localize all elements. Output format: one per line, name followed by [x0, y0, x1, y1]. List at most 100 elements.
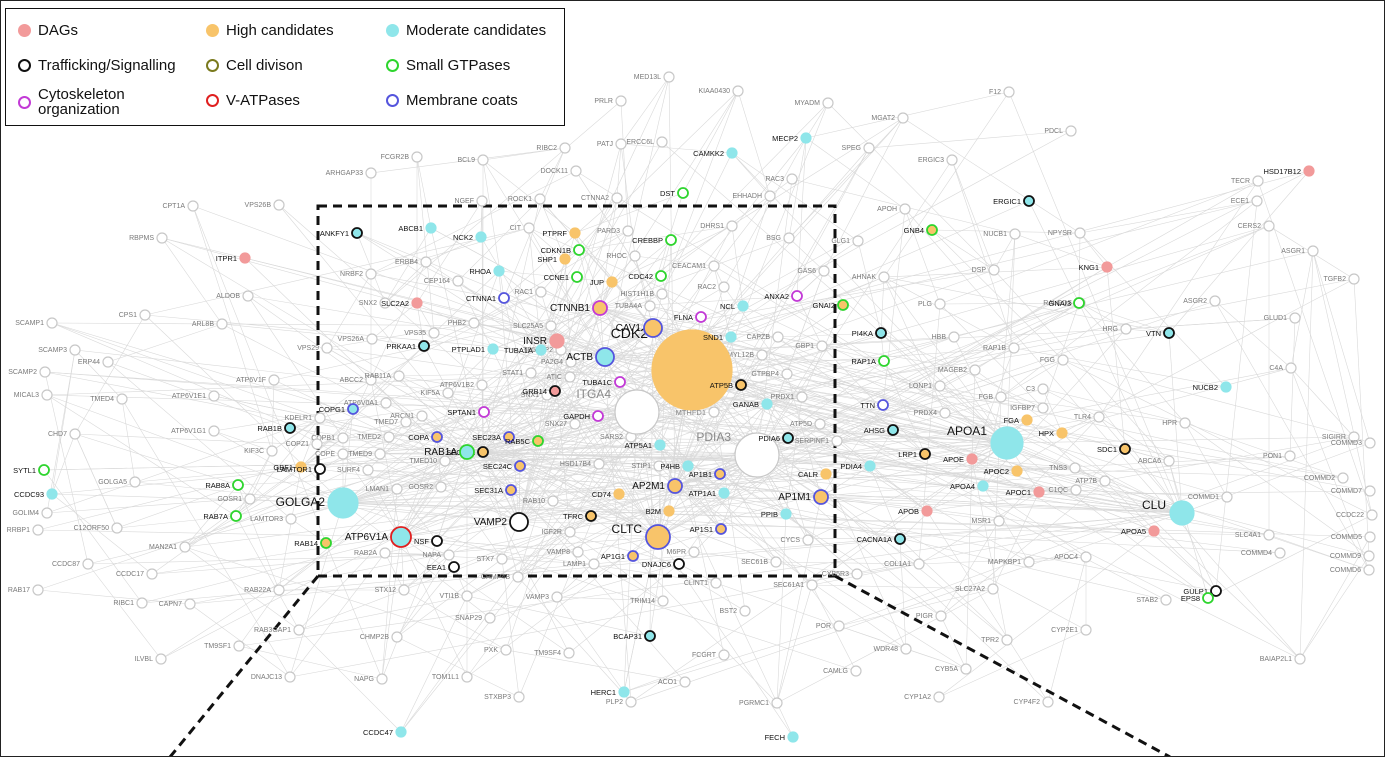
network-node: RAB5C — [505, 435, 544, 447]
network-edge — [398, 375, 468, 453]
network-node: SNAP29 — [455, 612, 496, 624]
node-circle — [1056, 427, 1068, 439]
node-circle — [831, 435, 843, 447]
node-circle — [1080, 624, 1092, 636]
network-node: MSR1 — [972, 515, 1005, 527]
node-label: TLR4 — [1074, 414, 1091, 421]
network-node: COPA — [408, 431, 443, 443]
network-edge — [273, 379, 446, 462]
network-edge — [674, 485, 1167, 601]
network-edge — [687, 465, 722, 530]
network-node: HRG — [1102, 323, 1132, 335]
node-label: ATP5D — [790, 421, 812, 428]
node-label: EPS8 — [1181, 594, 1200, 603]
node-circle — [391, 483, 403, 495]
node-circle — [606, 276, 618, 288]
node-label: COPE — [315, 451, 335, 458]
node-circle — [564, 526, 576, 538]
network-edge — [400, 595, 468, 733]
node-label: C4A — [1269, 365, 1283, 372]
network-node: COMMD6 — [1330, 564, 1375, 576]
node-circle — [523, 222, 535, 234]
network-node: CYP1A2 — [904, 691, 945, 703]
node-circle — [136, 597, 148, 609]
network-edge — [192, 205, 606, 358]
node-label: TRIM14 — [630, 598, 655, 605]
network-edge — [425, 261, 562, 351]
node-label: PARD3 — [597, 228, 620, 235]
network-edge — [271, 417, 321, 452]
node-circle — [663, 505, 675, 517]
network-edge — [519, 465, 554, 502]
network-edge — [636, 411, 777, 563]
network-node: PLG — [918, 298, 946, 310]
node-circle — [1303, 165, 1315, 177]
node-label: SNX27 — [545, 421, 567, 428]
node-circle — [629, 250, 641, 262]
network-edge — [636, 332, 1170, 413]
node-circle — [1009, 228, 1021, 240]
network-node: CDKN1B — [541, 244, 585, 256]
network-edge — [788, 137, 807, 239]
network-node: CHMP2B — [360, 631, 403, 643]
network-node: RAB1A — [424, 444, 475, 460]
node-label: LAMP1 — [563, 561, 586, 568]
network-edge — [473, 230, 629, 324]
node-label: RRBP1 — [7, 527, 30, 534]
node-label: BCL9 — [457, 157, 475, 164]
network-node: TOM1L1 — [432, 671, 473, 683]
network-edge — [883, 276, 1008, 444]
node-label: EEA1 — [427, 563, 446, 572]
node-label: IGFBP7 — [1010, 405, 1035, 412]
node-circle — [656, 136, 668, 148]
network-edge — [1353, 278, 1370, 557]
network-node: P4HB — [660, 460, 694, 472]
network-node: SLC25A5 — [513, 320, 557, 332]
node-label: PDCL — [1044, 128, 1063, 135]
network-edge — [868, 130, 1072, 149]
node-circle — [208, 390, 220, 402]
network-edge — [604, 170, 1310, 358]
node-circle — [1001, 634, 1013, 646]
node-label: NCK2 — [453, 233, 473, 242]
network-node: FGB — [979, 391, 1007, 403]
node-label: HBB — [932, 334, 947, 341]
legend-label: Small GTPases — [406, 57, 511, 74]
network-node: NSF — [414, 535, 443, 547]
network-edge — [518, 225, 1270, 523]
network-edge — [498, 270, 613, 283]
network-edge — [384, 100, 622, 304]
node-label: DNAJC13 — [251, 674, 282, 681]
network-edge — [423, 291, 542, 347]
network-node: ERGIC3 — [918, 154, 958, 166]
network-node: GNAI2 — [812, 299, 849, 311]
network-node: TPR2 — [981, 634, 1013, 646]
node-label: DSP — [972, 267, 987, 274]
node-label: CYP1A2 — [904, 694, 931, 701]
node-circle — [622, 225, 634, 237]
network-node: CERS2 — [1238, 220, 1275, 232]
node-label: GOSR2 — [408, 484, 433, 491]
network-edge — [300, 375, 400, 468]
network-edge — [636, 225, 733, 413]
node-label: CTNNA1 — [466, 294, 496, 303]
node-circle — [379, 297, 391, 309]
network-edge — [731, 152, 1008, 444]
network-node: TM9SF4 — [534, 647, 575, 659]
node-circle — [1042, 696, 1054, 708]
node-circle — [948, 331, 960, 343]
node-circle — [1169, 500, 1195, 526]
node-circle — [431, 535, 443, 547]
node-label: ACTB — [566, 352, 593, 363]
node-label: ANKFY1 — [320, 229, 349, 238]
node-circle — [645, 524, 671, 550]
network-node: TUBA1C — [582, 376, 626, 388]
network-edge — [44, 371, 89, 565]
network-edge — [939, 385, 1183, 514]
network-node: RAB14 — [294, 537, 332, 549]
node-circle — [320, 537, 332, 549]
network-edge — [1062, 359, 1373, 516]
node-label: PTPLAD1 — [452, 345, 485, 354]
network-edge — [121, 398, 136, 483]
